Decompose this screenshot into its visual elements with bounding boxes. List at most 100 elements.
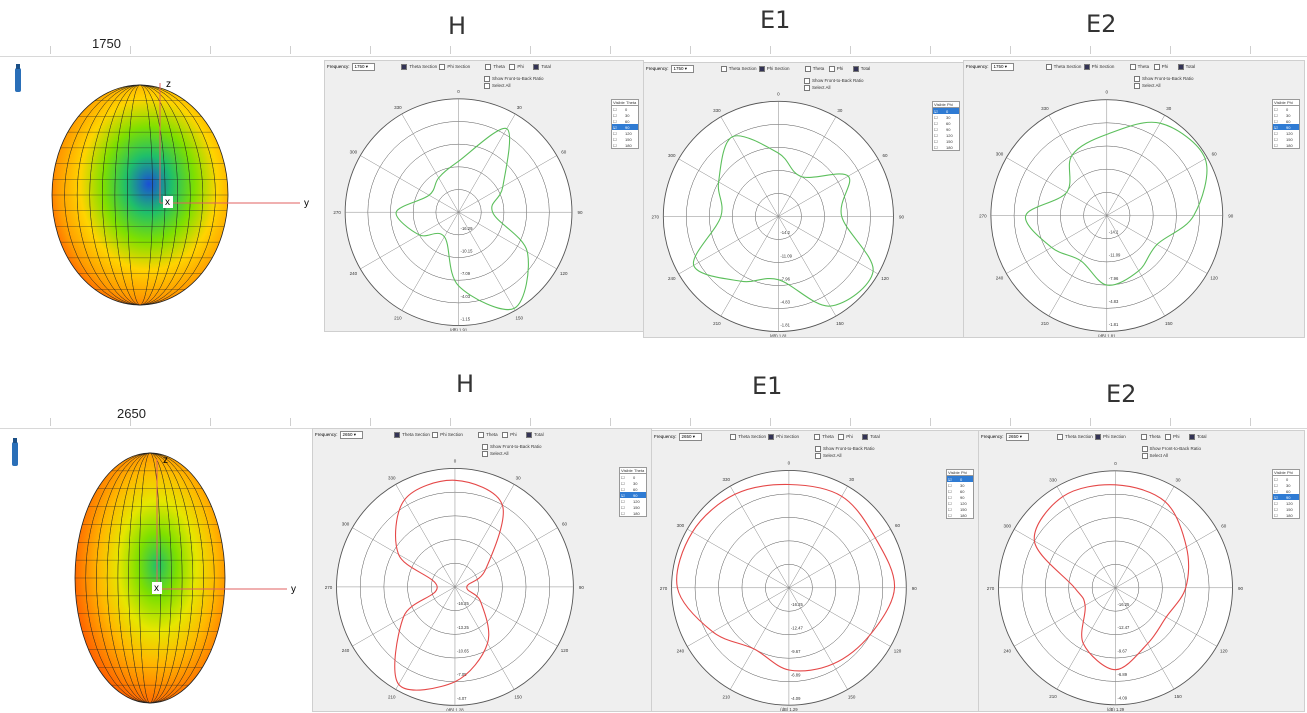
select-all-option[interactable]: Select All xyxy=(1134,82,1194,89)
table-row[interactable]: ☐ 180 xyxy=(947,512,973,518)
visible-checkbox[interactable]: ☐ xyxy=(1274,142,1278,148)
table-row[interactable]: ☐ 120 xyxy=(620,498,646,504)
visible-checkbox[interactable]: ☑ xyxy=(621,492,625,498)
visibility-table[interactable]: Visible Phi ☐ 0 ☐ 30 ☐ 60 ☑ 90 ☐ 120 ☐ 150 ☐ 180 xyxy=(1272,99,1300,149)
checkbox-icon[interactable] xyxy=(484,75,490,82)
visible-checkbox[interactable]: ☐ xyxy=(1274,112,1278,118)
section-option[interactable]: Phi Section xyxy=(1095,434,1126,440)
checkbox-icon[interactable] xyxy=(1141,434,1147,440)
visible-checkbox[interactable]: ☐ xyxy=(621,474,625,480)
table-row[interactable]: ☐ 60 xyxy=(933,120,959,126)
row1-polar-panel-e2[interactable]: Frequency: 1750 ▾ Theta Section Phi Section… xyxy=(963,60,1305,338)
select-all-option[interactable]: Select All xyxy=(1141,452,1202,459)
visible-checkbox[interactable]: ☐ xyxy=(621,504,625,510)
show-ftb-option[interactable]: Show Front-to-Back Ratio xyxy=(1141,445,1201,452)
row2-polar-panel-h[interactable]: Frequency: 2650 ▾ Theta Section Phi Section… xyxy=(312,428,652,712)
checkbox-icon[interactable] xyxy=(1141,452,1148,459)
table-row[interactable]: ☐ 0 xyxy=(620,474,646,480)
component-option[interactable]: Total xyxy=(852,66,870,72)
component-option[interactable]: Theta xyxy=(804,66,824,72)
table-row[interactable]: ☐ 180 xyxy=(612,142,638,148)
component-option[interactable]: Phi xyxy=(509,64,524,70)
table-row[interactable]: ☑ 0 xyxy=(947,476,973,482)
component-option[interactable]: Phi xyxy=(838,434,853,440)
component-option[interactable]: Total xyxy=(1177,64,1195,70)
checkbox-icon[interactable] xyxy=(804,77,810,84)
section-option[interactable]: Theta Section xyxy=(720,66,757,72)
table-row[interactable]: ☐ 0 xyxy=(612,106,638,112)
visible-checkbox[interactable]: ☐ xyxy=(1274,500,1278,506)
visible-checkbox[interactable]: ☐ xyxy=(934,138,938,144)
section-option[interactable]: Theta Section xyxy=(730,434,766,440)
radio-icon[interactable] xyxy=(1095,434,1101,440)
table-row[interactable]: ☐ 60 xyxy=(1273,488,1299,494)
table-row[interactable]: ☐ 120 xyxy=(947,500,973,506)
component-option[interactable]: Theta xyxy=(1141,434,1161,440)
table-row[interactable]: ☐ 30 xyxy=(933,114,959,120)
frequency-value[interactable]: 2650 ▾ xyxy=(339,431,364,439)
row1-polar-panel-e1[interactable]: Frequency: 1750 ▾ Theta Section Phi Section… xyxy=(643,62,965,338)
checkbox-icon[interactable] xyxy=(804,66,811,72)
visible-checkbox[interactable]: ☐ xyxy=(934,120,938,126)
radio-icon[interactable] xyxy=(432,432,439,438)
row2-polar-panel-e2[interactable]: Frequency: 2650 ▾ Theta Section Phi Section… xyxy=(978,430,1305,712)
visible-checkbox[interactable]: ☐ xyxy=(621,498,625,504)
visible-checkbox[interactable]: ☐ xyxy=(1274,476,1278,482)
select-all-option[interactable]: Select All xyxy=(482,450,542,457)
checkbox-icon[interactable] xyxy=(482,450,488,457)
checkbox-icon[interactable] xyxy=(862,434,869,440)
table-row[interactable]: ☐ 120 xyxy=(612,130,638,136)
table-row[interactable]: ☐ 60 xyxy=(947,488,973,494)
checkbox-icon[interactable] xyxy=(852,66,859,72)
table-row[interactable]: ☑ 90 xyxy=(1273,494,1299,500)
visibility-table[interactable]: Visible Theta ☐ 0 ☐ 30 ☐ 60 ☑ 90 ☐ 120 ☐ 150 ☐ 180 xyxy=(619,467,647,517)
radio-icon[interactable] xyxy=(730,434,737,440)
checkbox-icon[interactable] xyxy=(484,82,490,89)
show-ftb-option[interactable]: Show Front-to-Back Ratio xyxy=(804,77,864,84)
visible-checkbox[interactable]: ☐ xyxy=(1274,512,1278,518)
visible-checkbox[interactable]: ☐ xyxy=(948,488,952,494)
row1-polar-panel-h[interactable]: Frequency: 1750 ▾ Theta Section Phi Section… xyxy=(324,60,644,332)
visible-checkbox[interactable]: ☐ xyxy=(948,512,952,518)
frequency-value[interactable]: 1750 ▾ xyxy=(670,65,695,73)
section-option[interactable]: Theta Section xyxy=(1045,64,1081,70)
checkbox-icon[interactable] xyxy=(1177,64,1184,70)
frequency-value[interactable]: 1750 ▾ xyxy=(351,63,376,71)
visible-checkbox[interactable]: ☐ xyxy=(613,112,617,118)
table-row[interactable]: ☐ 30 xyxy=(1273,482,1299,488)
table-row[interactable]: ☐ 90 xyxy=(947,494,973,500)
visible-checkbox[interactable]: ☐ xyxy=(613,118,617,124)
visible-checkbox[interactable]: ☐ xyxy=(621,480,625,486)
visible-checkbox[interactable]: ☐ xyxy=(934,126,938,132)
visible-checkbox[interactable]: ☐ xyxy=(1274,130,1278,136)
table-row[interactable]: ☐ 120 xyxy=(1273,500,1299,506)
component-option[interactable]: Phi xyxy=(828,66,843,72)
checkbox-icon[interactable] xyxy=(828,66,835,72)
visible-checkbox[interactable]: ☐ xyxy=(1274,488,1278,494)
table-row[interactable]: ☐ 0 xyxy=(1273,106,1299,112)
checkbox-icon[interactable] xyxy=(815,452,821,459)
table-row[interactable]: ☐ 120 xyxy=(1273,130,1299,136)
visible-checkbox[interactable]: ☐ xyxy=(621,486,625,492)
table-row[interactable]: ☐ 60 xyxy=(620,486,646,492)
visible-checkbox[interactable]: ☐ xyxy=(1274,506,1278,512)
select-all-option[interactable]: Select All xyxy=(815,452,875,459)
checkbox-icon[interactable] xyxy=(502,432,509,438)
frequency-select[interactable]: Frequency: 2650 ▾ xyxy=(315,431,364,439)
radio-icon[interactable] xyxy=(1045,64,1052,70)
radio-icon[interactable] xyxy=(768,434,775,440)
section-option[interactable]: Theta Section xyxy=(394,432,430,438)
table-row[interactable]: ☑ 90 xyxy=(1273,124,1299,130)
checkbox-icon[interactable] xyxy=(526,432,533,438)
visible-checkbox[interactable]: ☑ xyxy=(1274,494,1278,500)
frequency-select[interactable]: Frequency: 2650 ▾ xyxy=(654,433,703,441)
show-ftb-option[interactable]: Show Front-to-Back Ratio xyxy=(484,75,544,82)
frequency-value[interactable]: 2650 ▾ xyxy=(678,433,703,441)
section-option[interactable]: Phi Section xyxy=(1083,64,1114,70)
visible-checkbox[interactable]: ☐ xyxy=(934,114,938,120)
table-row[interactable]: ☐ 60 xyxy=(1273,118,1299,124)
checkbox-icon[interactable] xyxy=(533,64,540,70)
section-option[interactable]: Phi Section xyxy=(758,66,790,72)
show-ftb-option[interactable]: Show Front-to-Back Ratio xyxy=(815,445,875,452)
component-option[interactable]: Total xyxy=(1189,434,1207,440)
